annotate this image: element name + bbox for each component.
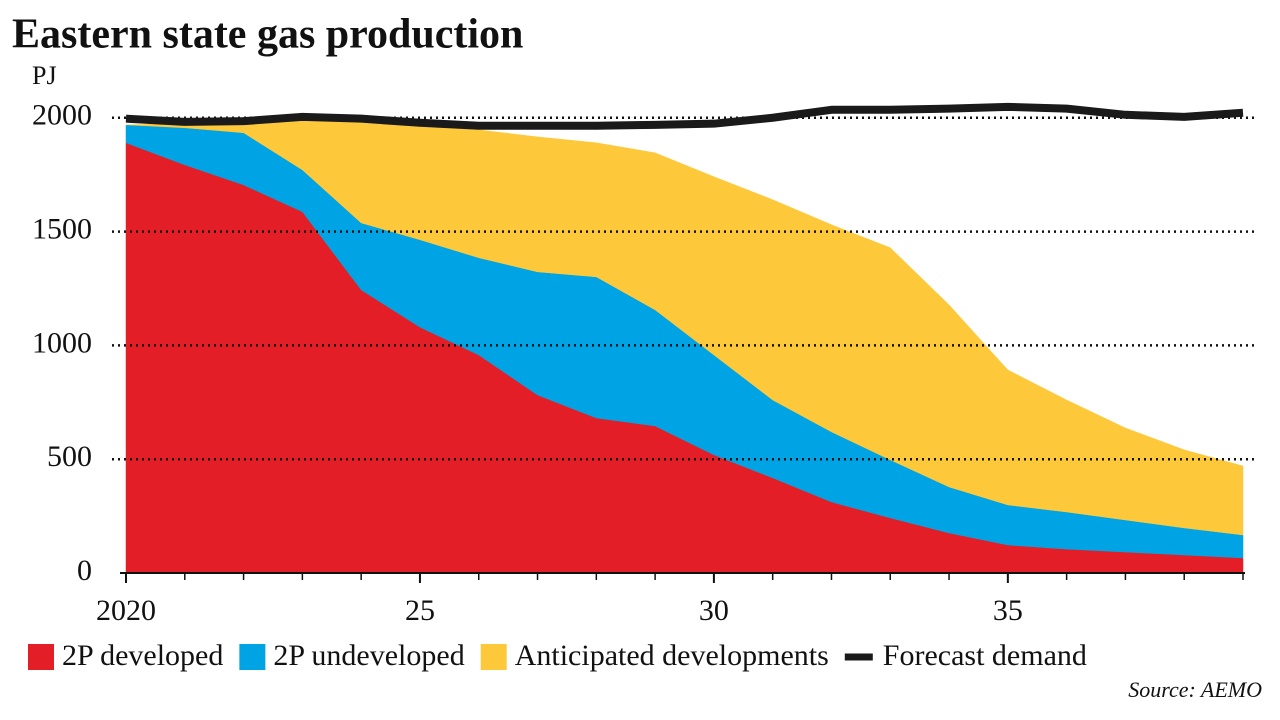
- x-tick-label: 30: [699, 594, 729, 627]
- x-tick-label: 35: [993, 594, 1023, 627]
- legend-label: 2P developed: [62, 639, 223, 672]
- source: Source: AEMO: [1128, 677, 1262, 702]
- y-tick-label: 2000: [32, 99, 92, 132]
- x-tick-label: 25: [405, 594, 435, 627]
- y-tick-label: 500: [47, 440, 92, 473]
- legend-swatch: [239, 644, 266, 670]
- area: [125, 119, 1244, 536]
- legend-swatch: [480, 644, 507, 670]
- legend: 2P developed 2P undeveloped Anticipated de…: [28, 639, 1087, 672]
- y-tick-label: 0: [77, 554, 92, 587]
- x-tick-label: 2020: [96, 594, 156, 627]
- y-axis-label: PJ: [32, 61, 57, 90]
- legend-label: Anticipated developments: [515, 639, 829, 672]
- legend-label: 2P undeveloped: [273, 639, 464, 672]
- y-tick-label: 1500: [32, 212, 92, 245]
- demand-line: [125, 102, 1244, 130]
- y-tick-label: 1000: [32, 326, 92, 359]
- legend-swatch: [28, 644, 54, 670]
- chart-title: Eastern state gas production: [12, 12, 523, 58]
- legend-label: Forecast demand: [883, 639, 1087, 672]
